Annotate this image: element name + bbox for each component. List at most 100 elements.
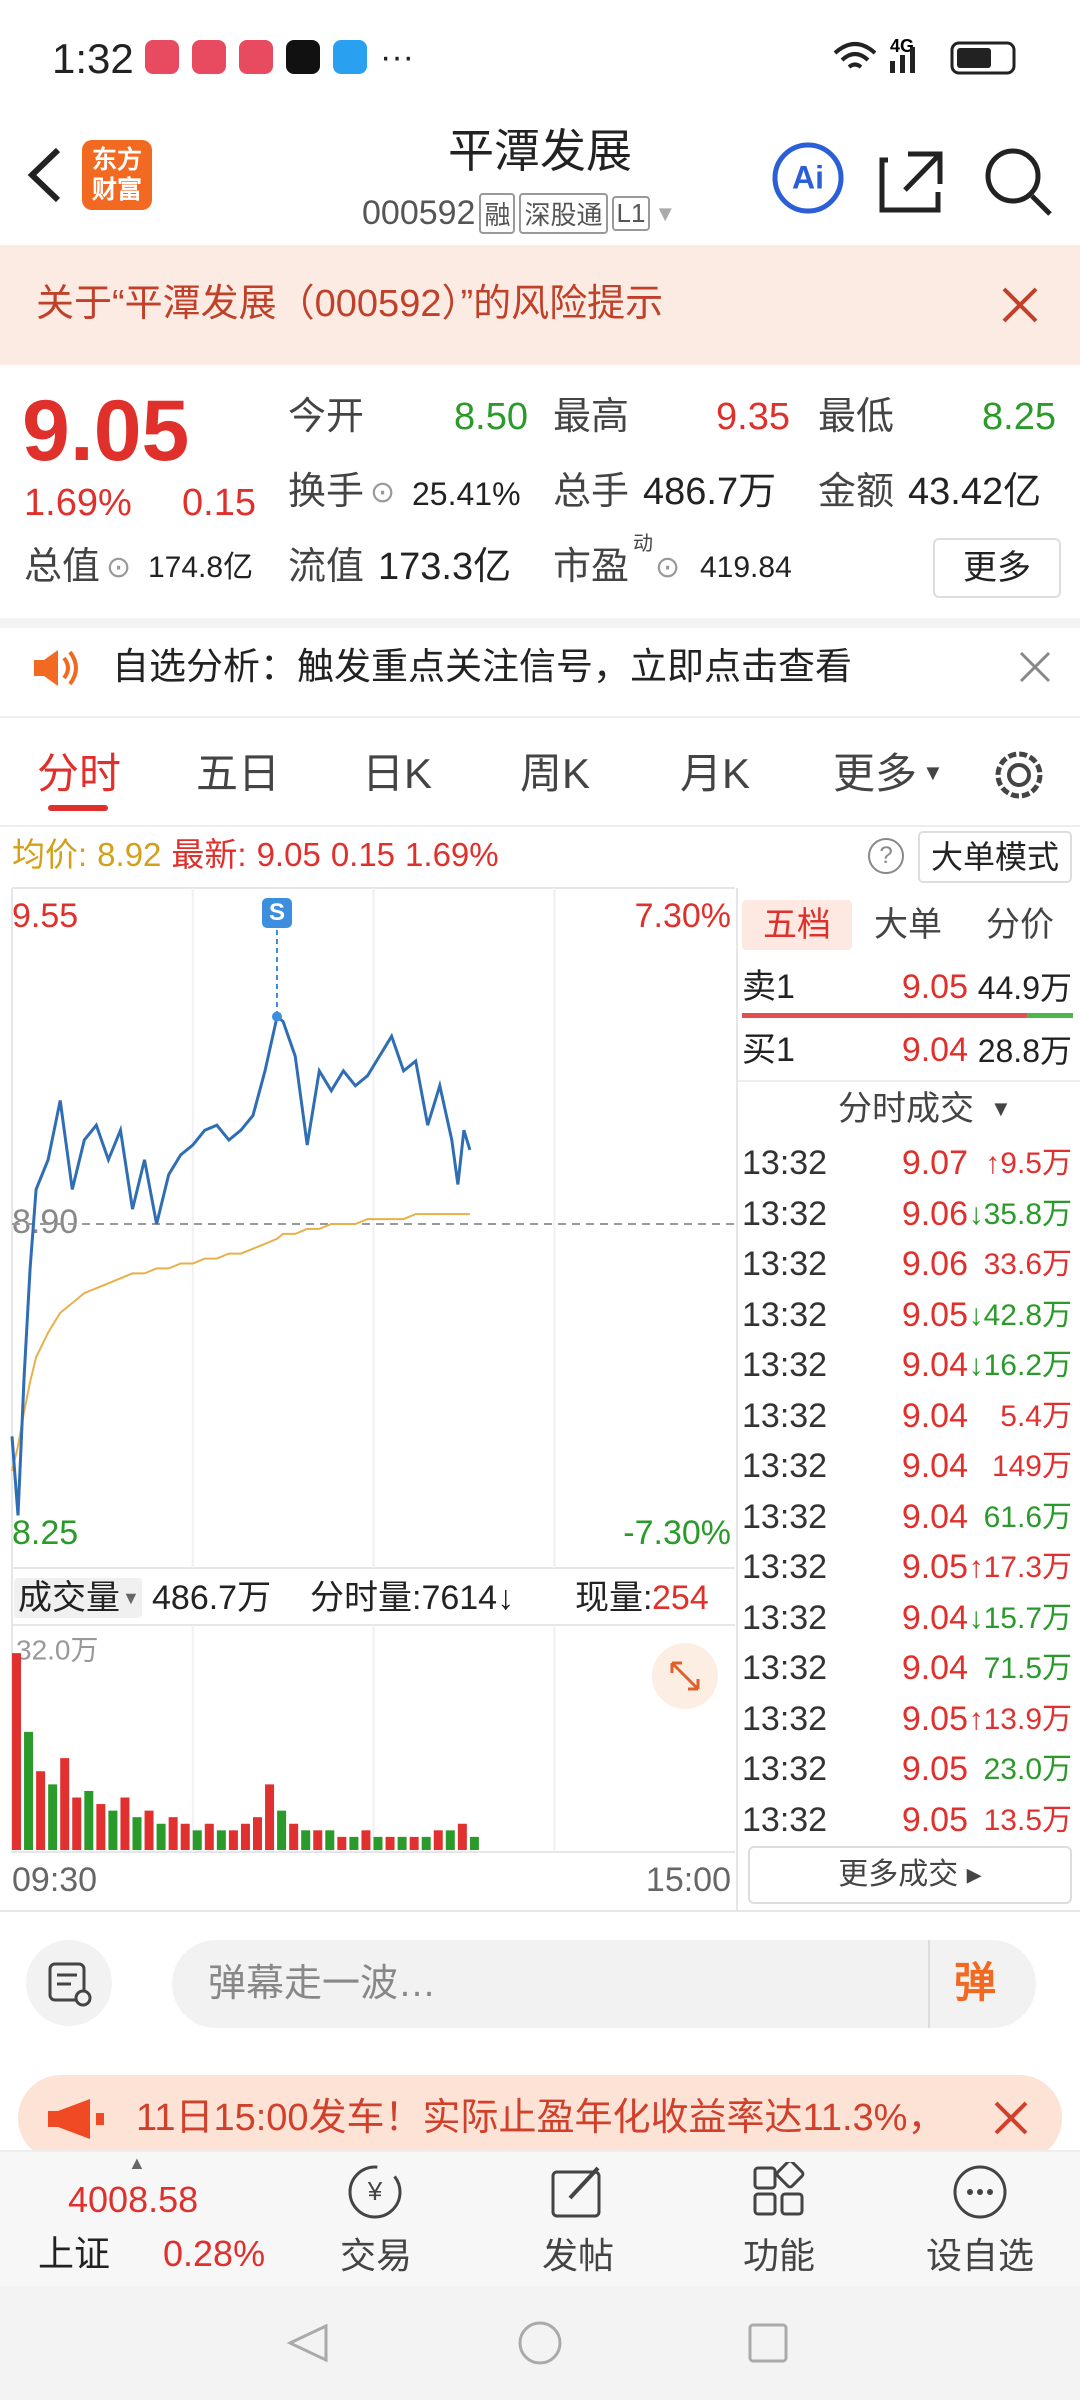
nav-item[interactable]: 功能 (743, 2235, 816, 2276)
big-order-mode-button[interactable]: 大单模式 (918, 831, 1072, 883)
trade-price: 9.05 (901, 1800, 968, 1839)
info-icon[interactable]: ⊙ (370, 476, 396, 509)
volume-bar (204, 1823, 214, 1850)
bottom-nav: ▲ 4008.58 上证 0.28% ¥ 交易 发帖 功能 设自选 (0, 2150, 1080, 2288)
nav-item[interactable]: 设自选 (925, 2235, 1034, 2276)
nav-recents[interactable] (748, 2323, 788, 2363)
tab[interactable]: 更多 (833, 750, 918, 797)
info-line: 均价: 8.92 最新: 9.05 0.15 1.69% (12, 838, 499, 871)
volume-label[interactable]: 成交量 (18, 1579, 120, 1617)
volume-selector[interactable] (14, 1578, 142, 1618)
comment-settings-button[interactable] (26, 1940, 112, 2026)
x-tick-label: 15:00 (646, 1861, 731, 1899)
nav-icons: ¥ (348, 2162, 1007, 2219)
help-button[interactable]: ? (868, 838, 904, 874)
trade-volume: ↑9.5万 (985, 1147, 1072, 1180)
panel-tab[interactable]: 大单 (874, 906, 942, 944)
y-tick-label: 8.25 (12, 1514, 78, 1552)
minute-volume: 分时量:7614↓ (310, 1579, 515, 1617)
volume-bar (349, 1836, 359, 1850)
nav-item[interactable]: 发帖 (542, 2235, 615, 2276)
stat-value: 25.41% (412, 476, 521, 512)
volume-bar (168, 1817, 178, 1850)
expand-button[interactable] (652, 1643, 718, 1709)
index-name[interactable]: 上证 (38, 2233, 111, 2274)
danmaku-button[interactable]: 弹 (954, 1959, 997, 2006)
app-icon (239, 40, 273, 74)
info-icon[interactable]: ⊙ (655, 551, 681, 584)
tab[interactable]: 月K (680, 750, 751, 797)
header-actions: Ai (772, 142, 1052, 216)
panel-divider (736, 888, 738, 1910)
close-button[interactable] (1000, 285, 1040, 325)
ad-banner[interactable]: 11日15:00发车！实际止盈年化收益率达11.3%， (18, 2075, 1062, 2161)
app-logo[interactable]: 东方财富 (82, 140, 152, 210)
more-button[interactable]: 更多 (933, 538, 1061, 598)
trade-time: 13:32 (742, 1194, 828, 1233)
trade-time: 13:32 (742, 1649, 828, 1687)
stock-tag[interactable]: L1 (611, 196, 651, 231)
volume-total: 486.7万 (152, 1579, 272, 1617)
ratio-bar-sell (742, 1013, 1027, 1018)
info-icon[interactable]: ⊙ (106, 551, 132, 584)
avg-price-line (11, 1213, 470, 1472)
signal-marker[interactable]: S (262, 898, 292, 928)
more-icons: ··· (380, 38, 414, 76)
trade-time: 13:32 (742, 1750, 828, 1788)
settings-button[interactable] (992, 748, 1046, 802)
battery (950, 41, 1016, 75)
trades-title[interactable]: 分时成交 (838, 1090, 974, 1128)
stock-tag[interactable]: 深股通 (519, 193, 608, 234)
index-change[interactable]: 0.28% (163, 2233, 266, 2274)
stat-value: 8.25 (982, 396, 1056, 438)
tab[interactable]: 周K (520, 750, 591, 797)
stock-tag[interactable]: 融 (479, 193, 516, 234)
risk-banner[interactable]: 关于“平潭发展（000592）”的风险提示 (0, 245, 1080, 365)
volume-bar (373, 1836, 383, 1850)
tab-active[interactable]: 分时 (37, 750, 122, 797)
dropdown-arrow[interactable]: ▼ (654, 200, 677, 226)
divider (738, 1080, 1080, 1082)
avg-label: 均价: (12, 836, 88, 873)
stat-label: 换手 (288, 471, 365, 513)
nav-back[interactable] (286, 2323, 328, 2363)
trade-time: 13:32 (742, 1598, 828, 1637)
comment-input[interactable]: 弹幕走一波… 弹 (172, 1940, 1036, 2028)
volume-bar (277, 1810, 287, 1850)
nav-item[interactable]: 交易 (340, 2235, 413, 2276)
trade-time: 13:32 (742, 1396, 828, 1435)
tab[interactable]: 日K (362, 750, 433, 797)
panel-tab-active[interactable]: 五档 (742, 900, 852, 950)
signal-bar (890, 61, 895, 73)
order-label: 卖1 (742, 968, 795, 1006)
search-handle (1030, 194, 1052, 216)
latest-value: 9.05 (256, 836, 321, 873)
panel-tab[interactable]: 分价 (986, 906, 1054, 944)
volume-bar (385, 1836, 395, 1850)
trade-price: 9.05 (901, 1699, 968, 1738)
index-value[interactable]: 4008.58 (68, 2179, 199, 2220)
nav-home[interactable] (518, 2321, 562, 2365)
volume-bar (216, 1830, 226, 1850)
volume-bar (24, 1731, 34, 1850)
trade-price: 9.04 (901, 1649, 968, 1687)
close-button[interactable] (1018, 650, 1052, 684)
trade-price: 9.04 (901, 1497, 968, 1536)
volume-bar (12, 1653, 21, 1850)
stat-value: 43.42亿 (908, 471, 1042, 513)
dropdown-arrow: ▼ (922, 760, 944, 785)
trade-volume: ↓15.7万 (968, 1601, 1072, 1635)
stat-value: 486.7万 (643, 471, 777, 513)
share-button[interactable] (879, 151, 943, 213)
risk-text: 关于“平潭发展（000592）”的风险提示 (36, 283, 664, 325)
more-trades-button[interactable]: 更多成交 ▸ (748, 1846, 1072, 1904)
back-button[interactable] (20, 145, 70, 205)
ai-button[interactable] (772, 142, 844, 214)
divider (0, 1910, 1080, 1912)
volume-bar (397, 1836, 407, 1850)
trade-price: 9.05 (901, 1548, 968, 1586)
tab[interactable]: 五日 (196, 750, 281, 797)
notice-text[interactable]: 自选分析：触发重点关注信号，立即点击查看 (112, 646, 852, 687)
signal-bar (900, 55, 905, 73)
search-button[interactable] (985, 148, 1041, 204)
